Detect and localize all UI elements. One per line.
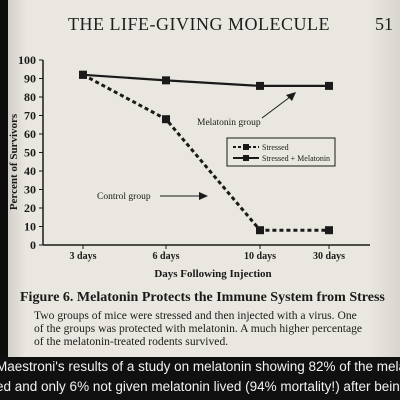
melatonin-group-annotation: Melatonin group <box>197 118 261 128</box>
survival-chart: 0 10 20 30 40 50 60 70 80 90 100 3 days 6 days 10 da… <box>8 53 370 280</box>
x-tick-label: 3 days <box>70 251 97 262</box>
legend-box <box>226 137 336 167</box>
melatonin-group-arrowhead <box>286 92 296 101</box>
data-point-stressed <box>256 226 264 235</box>
legend-label-stressed: Stressed <box>262 143 289 152</box>
y-tick-label: 60 <box>24 127 36 141</box>
figure-caption-block: Figure 6. Melatonin Protects the Immune … <box>20 290 390 348</box>
subtitle-line-2: ed and only 6% not given melatonin lived… <box>0 379 400 394</box>
data-point-stressed-melatonin <box>325 81 333 90</box>
running-head: THE LIFE-GIVING MOLECULE <box>68 14 330 34</box>
y-tick-label: 20 <box>24 201 36 215</box>
y-tick-label: 40 <box>24 164 36 178</box>
x-tick-label: 30 days <box>313 251 345 262</box>
y-tick-label: 50 <box>24 146 36 160</box>
y-tick-labels: 0 10 20 30 40 50 60 70 80 90 100 <box>18 53 43 252</box>
page-number: 51 <box>375 14 393 34</box>
y-tick-label: 90 <box>24 72 36 86</box>
y-tick-label: 0 <box>30 238 36 252</box>
x-tick-label: 10 days <box>244 251 276 262</box>
y-tick-label: 10 <box>24 220 36 234</box>
legend-label-melatonin: Stressed + Melatonin <box>262 154 330 163</box>
figure-caption: Figure 6. Melatonin Protects the Immune … <box>20 290 385 305</box>
y-tick-label: 100 <box>18 53 36 67</box>
data-point-stressed <box>325 226 333 235</box>
y-axis-label: Percent of Survivors <box>8 113 20 210</box>
x-tick-label: 6 days <box>153 251 180 262</box>
control-group-annotation: Control group <box>97 192 151 202</box>
series-line-stressed-melatonin <box>82 73 329 88</box>
chart-series <box>79 70 333 235</box>
legend-marker-melatonin <box>243 155 249 161</box>
series-line-stressed <box>82 73 329 232</box>
y-tick-label: 80 <box>24 90 36 104</box>
chart-axes <box>42 60 370 246</box>
legend-marker-stressed <box>243 144 249 150</box>
data-point-stressed-melatonin <box>162 76 170 85</box>
melatonin-group-arrow <box>261 93 295 119</box>
chart-legend: Stressed Stressed + Melatonin <box>226 137 336 167</box>
data-point-stressed <box>162 115 170 124</box>
y-tick-label: 30 <box>24 183 36 197</box>
data-point-stressed-melatonin <box>79 70 87 79</box>
x-tick-labels: 3 days 6 days 10 days 30 days <box>70 245 345 262</box>
y-tick-label: 70 <box>24 109 36 123</box>
book-page-scan: THE LIFE-GIVING MOLECULE 51 <box>8 0 400 357</box>
x-axis-label: Days Following Injection <box>154 268 271 280</box>
video-subtitle: Maestroni's results of a study on melato… <box>0 357 400 400</box>
figure-description: Two groups of mice were stressed and the… <box>34 309 363 348</box>
control-group-arrowhead <box>199 192 208 200</box>
subtitle-line-1: Maestroni's results of a study on melato… <box>0 359 400 374</box>
data-point-stressed-melatonin <box>256 81 264 90</box>
